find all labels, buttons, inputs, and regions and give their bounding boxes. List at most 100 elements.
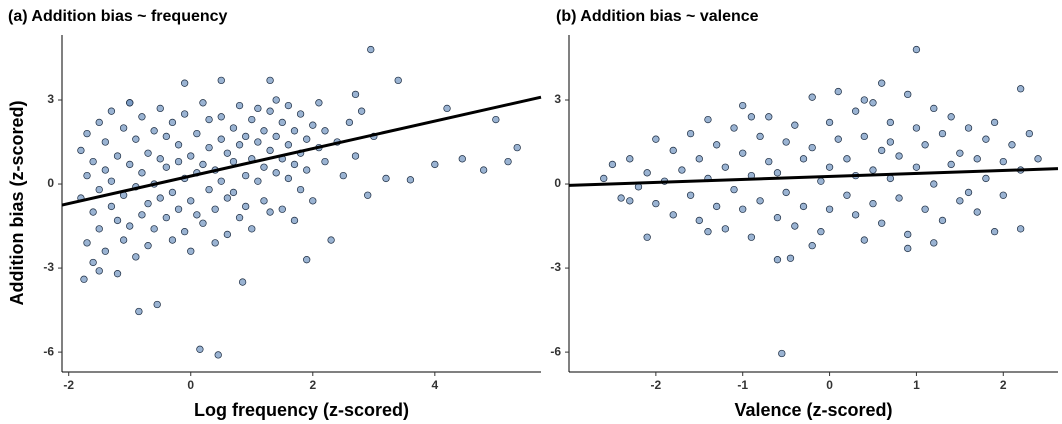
point [138,113,146,121]
point [144,199,152,208]
point [704,115,712,124]
point [211,239,219,247]
y-tick-label: -6 [550,344,561,358]
x-tick-label: 0 [826,378,833,392]
point [930,180,938,188]
point [174,205,183,213]
point [229,157,238,166]
point [721,225,729,233]
point [765,113,773,121]
point [791,222,799,230]
point [199,160,207,169]
point [930,104,938,113]
point [272,132,280,141]
x-tick-label: -2 [651,378,662,392]
point [126,222,134,230]
point [492,115,500,124]
point [174,141,183,149]
point [860,236,868,244]
point [747,233,756,241]
point [174,157,183,166]
point [95,185,103,194]
point [113,216,122,225]
point [773,213,782,222]
point [284,141,293,149]
panel-title: (a) Addition bias ~ frequency [8,8,228,25]
point [284,101,293,110]
x-tick-label: 4 [431,378,438,392]
point [669,146,677,155]
point [272,169,280,177]
point [303,135,311,143]
point [77,146,85,155]
point [851,107,860,115]
point [695,155,703,163]
point [878,146,886,155]
point [626,197,634,205]
point [886,174,895,183]
point [869,166,877,174]
point [132,253,140,261]
panel-title: (b) Addition bias ~ valence [556,8,759,25]
point [235,213,244,222]
point [921,141,929,149]
point [113,270,122,278]
point [904,244,912,253]
point [765,157,773,166]
point [223,149,232,157]
point [617,194,625,202]
point [168,188,177,197]
point [964,124,973,132]
point [217,76,225,85]
point [869,99,877,107]
point [144,242,152,250]
point [458,155,466,163]
point [199,99,207,107]
point [600,174,608,183]
point [756,132,764,141]
point [150,225,158,233]
point [254,177,262,185]
point [187,152,195,160]
point [242,132,250,141]
point [999,191,1007,199]
point [138,211,146,219]
point [80,275,88,283]
point [730,124,738,132]
y-axis-label: Addition bias (z-scored) [7,100,27,305]
point [83,239,91,247]
point [290,127,299,135]
point [782,138,790,146]
x-tick-label: 2 [309,378,316,392]
point [309,197,317,205]
point [834,87,842,96]
point [513,143,521,152]
point [278,118,286,127]
point [947,113,955,121]
point [211,205,219,213]
point [89,258,97,267]
point [107,202,116,211]
point [704,228,712,236]
point [339,171,347,180]
point [162,132,170,141]
point [895,152,903,160]
point [266,208,274,216]
point [479,166,488,174]
point [938,216,947,225]
point [345,118,354,127]
point [254,104,262,113]
point [782,188,790,197]
point [101,166,109,174]
point [406,176,415,184]
point [266,107,274,115]
point [713,141,721,149]
point [180,110,189,118]
point [431,160,439,169]
point [1034,155,1042,163]
point [156,104,164,113]
point [126,160,134,169]
y-tick-label: -6 [43,344,54,358]
point [238,278,247,286]
